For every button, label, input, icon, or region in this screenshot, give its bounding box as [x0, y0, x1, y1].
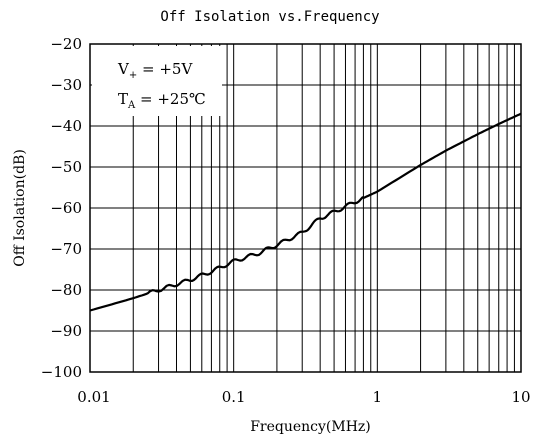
- x-tick-label: 10: [511, 388, 530, 406]
- y-tick-label: −50: [50, 158, 82, 176]
- y-axis-label: Off Isolation(dB): [12, 149, 28, 267]
- series-line-off-isolation: [89, 112, 522, 312]
- x-tick-label: 0.01: [77, 388, 110, 406]
- x-tick-label: 0.1: [222, 388, 246, 406]
- y-tick-label: −70: [50, 240, 82, 258]
- chart-title: Off Isolation vs.Frequency: [160, 9, 379, 25]
- annotation-label: TA = +25℃: [118, 90, 206, 111]
- x-axis-label: Frequency(MHz): [250, 419, 371, 435]
- y-tick-label: −80: [50, 281, 82, 299]
- y-tick-label: −30: [50, 76, 82, 94]
- y-tick-label: −40: [50, 117, 82, 135]
- plot-frame: [89, 43, 522, 373]
- annotation-box: [92, 46, 222, 116]
- y-tick-label: −60: [50, 199, 82, 217]
- annotations: V+ = +5V TA = +25℃: [117, 60, 206, 111]
- y-tick-label: −90: [50, 322, 82, 340]
- x-tick-label: 1: [373, 388, 383, 406]
- annotation-label: V+ = +5V: [117, 60, 193, 81]
- x-axis: 0.01 0.1 1 10: [77, 388, 530, 406]
- y-tick-label: −100: [41, 363, 82, 381]
- y-axis: −100 −90 −80 −70 −60 −50 −40 −30 −20: [41, 35, 82, 381]
- y-tick-label: −20: [50, 35, 82, 53]
